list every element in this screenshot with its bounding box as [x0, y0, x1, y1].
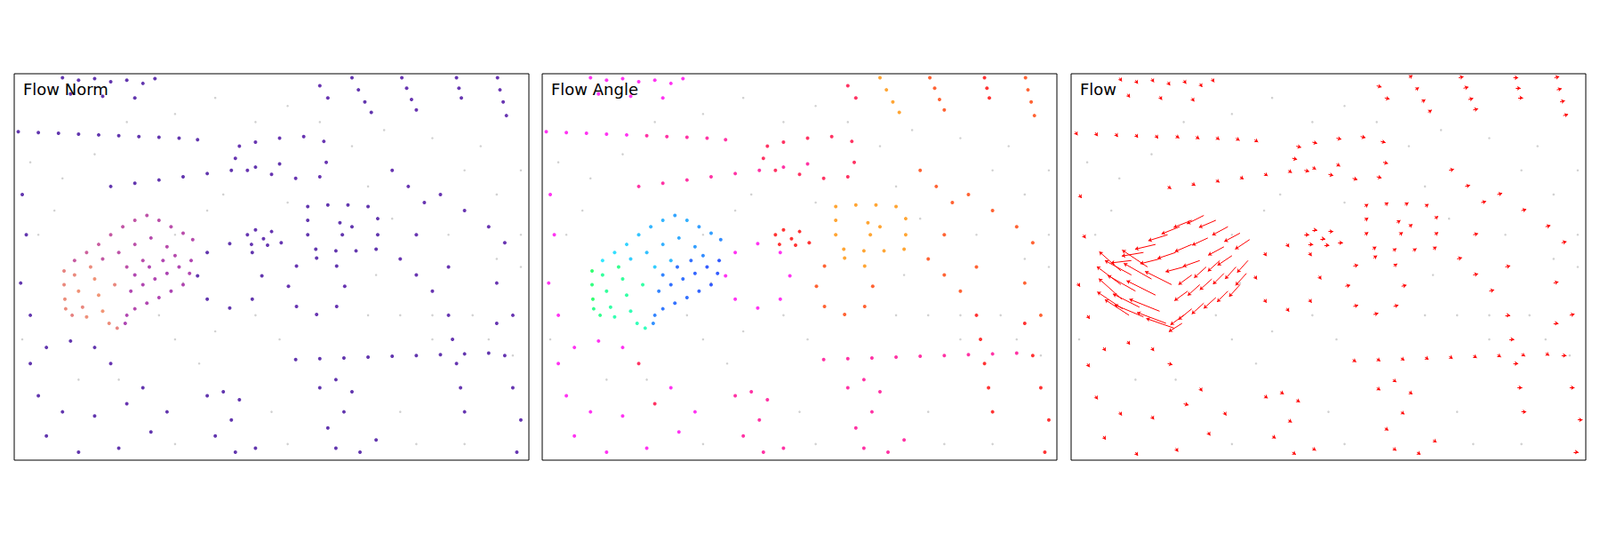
svg-text:Flow: Flow — [1080, 80, 1117, 99]
svg-text:Flow Norm: Flow Norm — [23, 80, 109, 99]
svg-text:Flow Angle: Flow Angle — [551, 80, 639, 99]
